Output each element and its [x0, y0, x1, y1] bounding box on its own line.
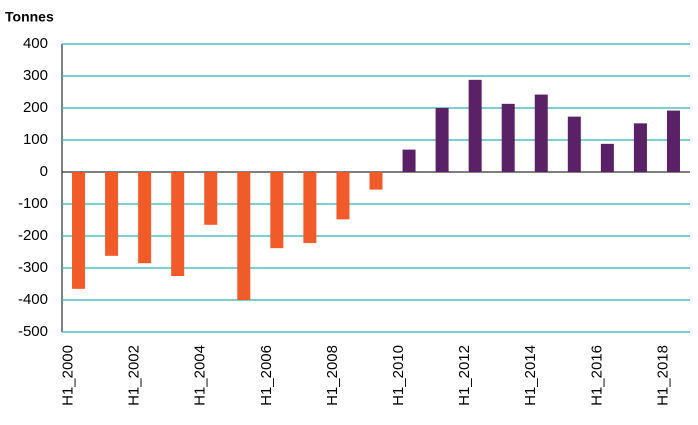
- y-axis-label: Tonnes: [5, 9, 54, 25]
- bar: [270, 172, 284, 249]
- x-tick-label: H1_2012: [456, 345, 473, 406]
- bar: [138, 172, 152, 264]
- y-tick-label: -200: [18, 227, 48, 244]
- bar: [105, 172, 119, 256]
- bar: [633, 123, 647, 172]
- bar: [336, 172, 350, 220]
- x-tick-label: H1_2002: [126, 345, 143, 406]
- x-tick-label: H1_2018: [654, 345, 671, 406]
- bar: [171, 172, 185, 276]
- x-tick-label: H1_2016: [588, 345, 605, 406]
- bar: [303, 172, 317, 244]
- bar: [534, 94, 548, 172]
- x-tick-label: H1_2010: [390, 345, 407, 406]
- bar: [567, 116, 581, 172]
- bar: [501, 103, 515, 172]
- y-tick-label: 400: [23, 35, 48, 52]
- x-tick-label: H1_2000: [59, 345, 76, 406]
- x-tick-label: H1_2004: [192, 345, 209, 406]
- bar: [435, 108, 449, 172]
- y-tick-label: 0: [40, 163, 48, 180]
- bar: [204, 172, 218, 225]
- bar: [369, 172, 383, 190]
- x-tick-label: H1_2006: [258, 345, 275, 406]
- x-tick-label: H1_2008: [324, 345, 341, 406]
- y-tick-label: -300: [18, 259, 48, 276]
- y-tick-label: 100: [23, 131, 48, 148]
- y-tick-label: -400: [18, 291, 48, 308]
- x-tick-label: H1_2014: [522, 345, 539, 406]
- bar: [600, 143, 614, 172]
- bar: [237, 172, 251, 300]
- y-tick-label: -100: [18, 195, 48, 212]
- bar: [666, 110, 680, 172]
- bar: [402, 149, 416, 172]
- y-tick-label: 300: [23, 67, 48, 84]
- bar: [468, 79, 482, 172]
- y-tick-label: 200: [23, 99, 48, 116]
- y-tick-label: -500: [18, 323, 48, 340]
- bar: [72, 172, 86, 289]
